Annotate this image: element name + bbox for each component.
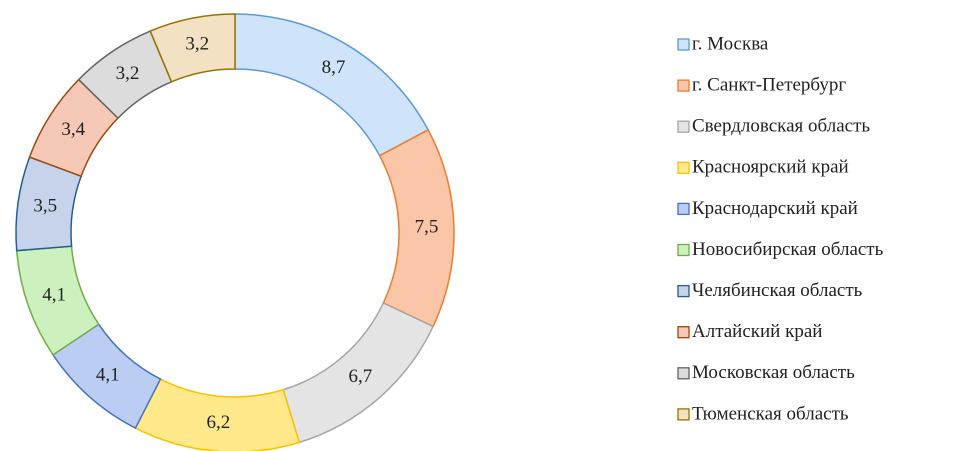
data-label: 3,2 [185,34,209,55]
data-label: 8,7 [322,57,346,78]
data-label: 6,7 [349,366,373,387]
data-label: 4,1 [42,284,66,305]
legend-label: Краснодарский край [692,198,858,219]
legend-swatch [677,243,690,257]
legend-swatch [677,79,690,92]
data-label: 3,5 [33,195,57,216]
legend-label: г. Москва [692,33,769,54]
data-label: 3,4 [61,119,85,140]
legend-label: Челябинская область [692,280,863,301]
legend-label: Новосибирская область [692,239,884,260]
legend-label: Тюменская область [692,403,849,424]
legend-swatch [677,202,690,216]
legend-swatch [677,284,690,298]
donut-segment [234,13,430,157]
donut-segment [149,13,236,83]
data-label: 6,2 [207,412,231,433]
legend-label: Свердловская область [692,116,870,137]
data-label: 3,2 [116,63,140,84]
legend-swatch [677,367,690,380]
data-label: 4,1 [96,365,120,386]
legend-swatch [677,38,690,51]
legend-label: Красноярский край [692,157,849,178]
legend-label: Московская область [692,362,855,383]
legend-swatch [677,161,690,174]
data-label: 7,5 [415,217,439,238]
legend-label: г. Санкт-Петербург [692,74,846,95]
legend-swatch [677,120,690,133]
legend-swatch [677,408,690,421]
legend-swatch [677,326,690,339]
legend-label: Алтайский край [692,321,822,342]
